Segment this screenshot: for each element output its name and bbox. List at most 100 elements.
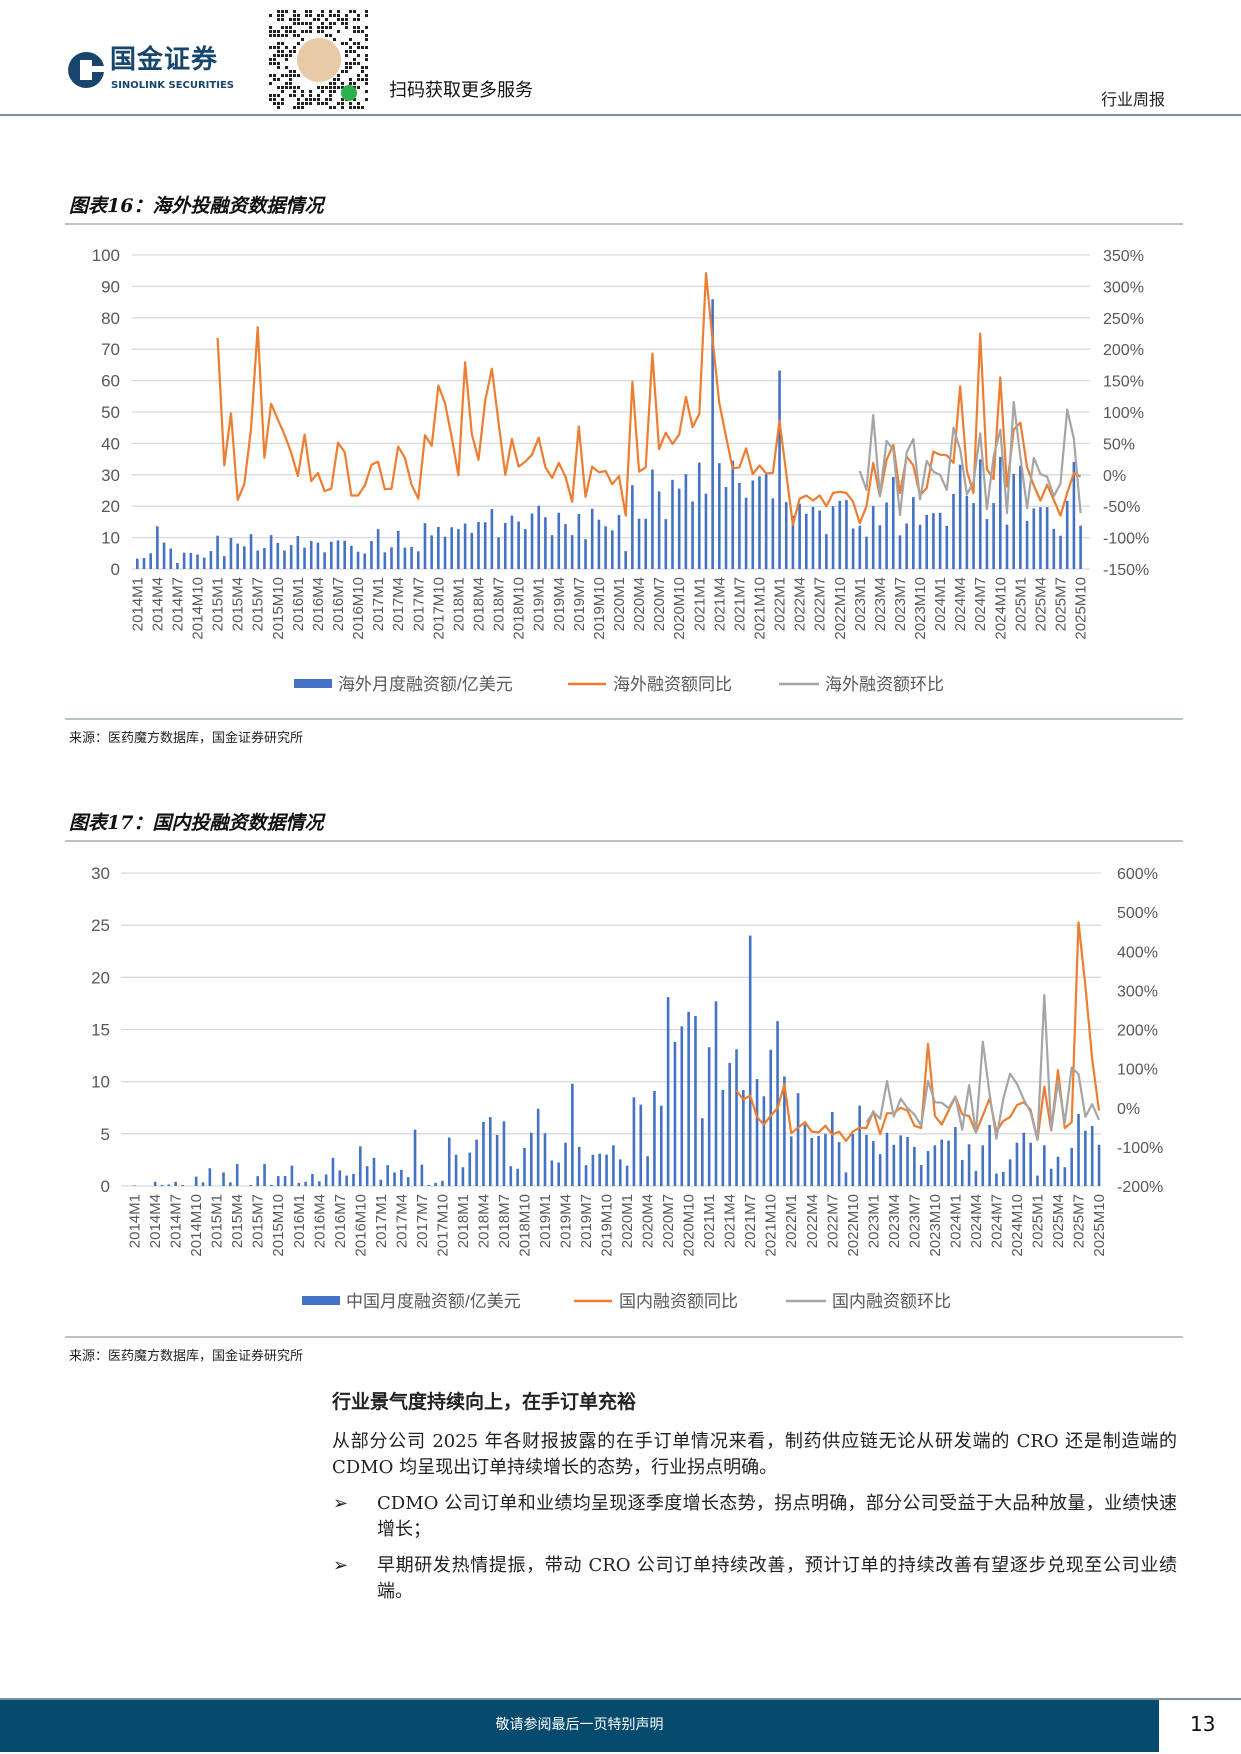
bar-2018M11 xyxy=(530,1132,533,1186)
qr-module xyxy=(353,98,356,101)
bar-2023M4 xyxy=(878,525,882,569)
qr-module xyxy=(285,26,288,29)
bar-2015M8 xyxy=(263,1164,266,1186)
qr-caption: 扫码获取更多服务 xyxy=(389,80,533,101)
x-tick-label: 2014M4 xyxy=(147,1194,164,1248)
mini-program-icon xyxy=(341,85,357,101)
logo-name-cn: 国金证券 xyxy=(110,45,219,75)
x-tick-label: 2019M10 xyxy=(599,1194,616,1257)
qr-module xyxy=(337,74,340,77)
x-tick-label: 2025M10 xyxy=(1091,1194,1108,1257)
x-tick-label: 2024M4 xyxy=(952,577,969,631)
qr-module xyxy=(305,14,308,17)
y-left-tick-label: 100 xyxy=(92,246,120,265)
bar-2015M4 xyxy=(235,1164,239,1186)
bar-2015M10 xyxy=(276,1176,280,1186)
bar-2020M1 xyxy=(617,514,621,569)
qr-module xyxy=(345,62,348,65)
header: 国金证券 SINOLINK SECURITIES 扫码获取更多服务 行业周报 xyxy=(0,0,1241,116)
qr-module xyxy=(317,98,320,101)
qr-module xyxy=(281,34,284,37)
x-tick-label: 2020M1 xyxy=(619,1194,636,1248)
qr-module xyxy=(281,90,284,93)
bar-2017M4 xyxy=(396,531,400,569)
bar-2015M12 xyxy=(290,1165,294,1186)
bar-2015M1 xyxy=(216,535,219,569)
qr-module xyxy=(353,26,356,29)
bar-2018M7 xyxy=(502,1121,506,1186)
qr-module xyxy=(365,34,368,37)
bar-2018M5 xyxy=(488,1117,492,1186)
qr-module xyxy=(281,86,284,89)
qr-module xyxy=(329,22,332,25)
qr-module xyxy=(329,90,332,93)
bar-2015M11 xyxy=(283,1176,287,1186)
x-tick-label: 2023M4 xyxy=(872,577,889,631)
qr-module xyxy=(293,94,296,97)
bar-2019M6 xyxy=(577,1146,581,1186)
line-series-yoy xyxy=(216,272,1082,527)
qr-module xyxy=(289,82,292,85)
x-tick-label: 2025M4 xyxy=(1032,577,1049,631)
qr-module xyxy=(277,106,280,109)
bar-2023M3 xyxy=(871,505,875,569)
x-tick-label: 2024M1 xyxy=(947,1194,964,1248)
bar-2024M11 xyxy=(1022,1132,1026,1186)
bar-2023M5 xyxy=(885,502,888,569)
y-left-tick-label: 40 xyxy=(101,434,120,453)
bullet-item: 早期研发热情提振，带动 CRO 公司订单持续改善，预计订单的持续改善有望逐步兑现… xyxy=(377,1555,1177,1602)
x-tick-label: 2022M7 xyxy=(824,1194,841,1248)
qr-module xyxy=(269,30,272,33)
bar-2019M10 xyxy=(597,519,601,569)
qr-module xyxy=(365,74,368,77)
qr-module xyxy=(353,106,356,109)
bar-2017M11 xyxy=(447,1137,451,1186)
bar-2017M7 xyxy=(416,551,420,569)
qr-code-icon[interactable] xyxy=(268,9,370,111)
qr-module xyxy=(357,46,360,49)
y-right-tick-label: 0% xyxy=(1103,468,1126,485)
x-tick-label: 2014M7 xyxy=(169,577,186,631)
qr-module xyxy=(317,14,320,17)
bar-2022M3 xyxy=(791,515,795,569)
bar-2022M5 xyxy=(817,1135,820,1186)
qr-module xyxy=(277,46,280,49)
footer-disclaimer[interactable]: 敬请参阅最后一页特别声明 xyxy=(495,1717,664,1733)
bar-2016M1 xyxy=(297,1182,301,1186)
bar-2023M8 xyxy=(905,523,908,569)
bar-2022M11 xyxy=(845,499,848,569)
bullet-arrow-icon: ➢ xyxy=(333,1555,349,1576)
bar-2025M8 xyxy=(1065,500,1069,569)
bar-2017M3 xyxy=(390,547,393,569)
bar-2022M12 xyxy=(851,528,855,569)
bar-2024M5 xyxy=(965,495,969,569)
qr-module xyxy=(365,54,368,57)
qr-module xyxy=(277,54,280,57)
qr-module xyxy=(345,18,348,21)
y-left-tick-label: 20 xyxy=(101,497,120,516)
bar-2014M6 xyxy=(169,548,173,569)
bar-2021M11 xyxy=(764,474,768,569)
qr-module xyxy=(269,34,272,37)
bar-2022M8 xyxy=(837,1142,841,1186)
line-series-mom xyxy=(858,400,1082,517)
bar-2023M6 xyxy=(891,476,895,569)
bar-2015M5 xyxy=(243,546,246,569)
bar-2017M9 xyxy=(430,535,433,569)
bar-2018M9 xyxy=(516,1168,519,1186)
qr-module xyxy=(353,50,356,53)
bar-2023M9 xyxy=(912,497,915,569)
bar-2016M9 xyxy=(352,1174,355,1186)
bar-2022M4 xyxy=(810,1138,814,1186)
qr-module xyxy=(309,14,312,17)
bar-2025M5 xyxy=(1045,507,1049,569)
bullet-item: CDMO 公司订单和业绩均呈现逐季度增长态势，拐点明确，部分公司受益于大品种放量… xyxy=(377,1493,1177,1540)
qr-module xyxy=(353,10,356,13)
qr-module xyxy=(321,30,324,33)
qr-module xyxy=(317,18,320,21)
bar-2025M6 xyxy=(1070,1147,1073,1186)
bar-2017M6 xyxy=(410,547,413,569)
bar-2019M6 xyxy=(570,535,574,569)
qr-module xyxy=(353,42,356,45)
bar-2018M5 xyxy=(483,522,487,569)
